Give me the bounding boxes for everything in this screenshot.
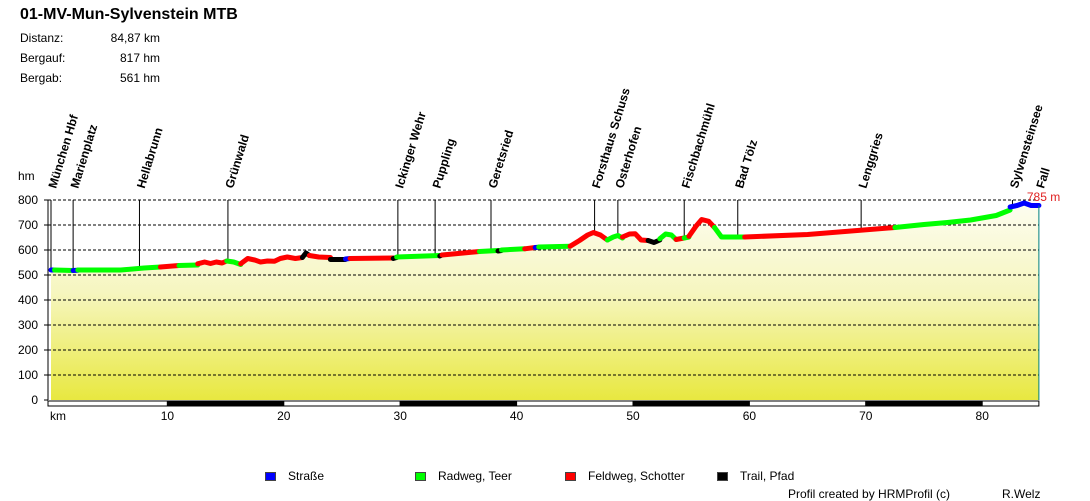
y-tick-label: 800 xyxy=(18,193,38,207)
x-scale-bar-segment xyxy=(167,401,283,406)
x-scale-bar-segment xyxy=(517,401,633,406)
waypoint-label: Hellabrunn xyxy=(134,126,166,190)
profile-segment xyxy=(350,258,393,259)
legend-item-feldweg: Feldweg, Schotter xyxy=(565,469,685,483)
profile-segment xyxy=(179,265,198,266)
legend-label: Feldweg, Schotter xyxy=(588,469,685,483)
x-tick-label: 80 xyxy=(976,409,990,423)
profile-segment xyxy=(442,252,479,256)
profile-segment xyxy=(309,256,330,258)
profile-segment xyxy=(715,228,745,238)
x-axis-label: km xyxy=(50,409,66,423)
y-tick-label: 200 xyxy=(18,343,38,357)
profile-segment xyxy=(479,251,498,252)
x-scale-bar-segment xyxy=(749,401,865,406)
legend-item-strasse: Straße xyxy=(265,469,324,483)
waypoint-label: Bad Tölz xyxy=(732,138,760,190)
profile-segment xyxy=(198,261,227,264)
y-tick-label: 0 xyxy=(31,393,38,407)
y-tick-label: 700 xyxy=(18,218,38,232)
waypoint-label: Puppling xyxy=(430,137,458,190)
x-scale-bar-segment xyxy=(48,401,167,406)
y-tick-label: 100 xyxy=(18,368,38,382)
x-tick-label: 70 xyxy=(859,409,873,423)
author-text: R.Welz xyxy=(1002,487,1040,501)
waypoint-label: Ickinger Wehr xyxy=(392,110,429,190)
y-axis-label: hm xyxy=(18,169,35,183)
legend-item-trail: Trail, Pfad xyxy=(717,469,794,483)
end-elevation-label: 785 m xyxy=(1027,190,1060,204)
y-tick-label: 500 xyxy=(18,268,38,282)
profile-segment xyxy=(160,266,179,268)
y-tick-label: 400 xyxy=(18,293,38,307)
profile-segment xyxy=(78,267,161,270)
waypoint-label: Geretsried xyxy=(485,128,516,190)
y-tick-label: 600 xyxy=(18,243,38,257)
legend-swatch xyxy=(415,472,426,481)
legend-swatch xyxy=(565,472,576,481)
x-scale-bar-segment xyxy=(400,401,516,406)
profile-segment xyxy=(502,249,525,250)
profile-segment xyxy=(55,270,74,271)
x-scale-bar-segment xyxy=(982,401,1039,406)
legend-label: Radweg, Teer xyxy=(438,469,512,483)
waypoint-label: Grünwald xyxy=(222,133,252,190)
legend-label: Trail, Pfad xyxy=(740,469,794,483)
y-tick-label: 300 xyxy=(18,318,38,332)
credit-text: Profil created by HRMProfil (c) xyxy=(788,487,950,501)
x-tick-label: 20 xyxy=(277,409,291,423)
profile-area xyxy=(51,203,1039,400)
legend-swatch xyxy=(717,472,728,481)
legend-item-radweg: Radweg, Teer xyxy=(415,469,512,483)
waypoint-label: Lenggries xyxy=(856,131,886,190)
x-tick-label: 50 xyxy=(626,409,640,423)
x-tick-label: 40 xyxy=(510,409,524,423)
x-scale-bar-segment xyxy=(866,401,982,406)
x-tick-label: 60 xyxy=(743,409,757,423)
x-tick-label: 30 xyxy=(394,409,408,423)
waypoint-label: Fall xyxy=(1033,166,1052,190)
x-scale-bar-segment xyxy=(284,401,400,406)
x-tick-label: 10 xyxy=(161,409,175,423)
x-scale-bar-segment xyxy=(633,401,749,406)
profile-segment xyxy=(397,256,440,258)
legend-label: Straße xyxy=(288,469,324,483)
profile-segment xyxy=(539,246,570,247)
waypoint-label: Fischbachmühl xyxy=(679,102,718,190)
legend-swatch xyxy=(265,472,276,481)
